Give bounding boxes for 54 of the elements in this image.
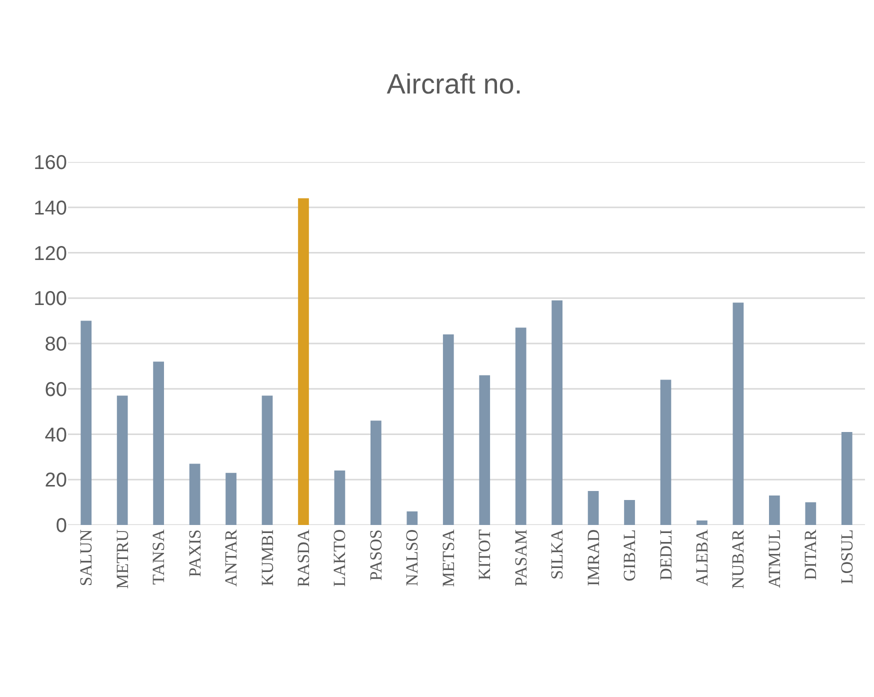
bar — [334, 470, 346, 525]
x-tick-label: KUMBI — [258, 529, 277, 586]
x-tick-label: ANTAR — [222, 528, 241, 587]
x-tick-label: NUBAR — [728, 528, 748, 589]
y-tick-label: 160 — [34, 152, 67, 174]
bar — [769, 496, 780, 525]
bar — [298, 198, 309, 525]
x-tick-label: ATMUL — [764, 529, 784, 588]
x-tick-label: SALUN — [76, 529, 96, 586]
y-tick-label: 120 — [34, 242, 67, 265]
bar — [479, 375, 490, 525]
x-tick-label: METSA — [438, 528, 458, 588]
y-tick-label: 40 — [44, 424, 67, 446]
x-tick-label: SILKA — [548, 528, 567, 580]
bar — [515, 328, 526, 525]
x-tick-label: GIBAL — [620, 529, 640, 582]
bar — [588, 490, 599, 525]
bar — [732, 302, 744, 525]
bar — [189, 464, 200, 525]
bar — [226, 472, 236, 525]
x-tick-label: LAKTO — [330, 529, 350, 587]
bar — [442, 334, 454, 525]
bar — [262, 396, 273, 525]
x-tick-label: DEDLI — [656, 529, 676, 580]
x-tick-label: IMRAD — [584, 529, 603, 586]
bar — [624, 500, 635, 525]
y-tick-label: 140 — [34, 197, 67, 220]
x-tick-label: RASDA — [294, 528, 314, 588]
bar — [80, 320, 92, 525]
bar — [841, 432, 852, 525]
x-tick-label: NALSO — [402, 529, 422, 586]
bar — [406, 511, 418, 525]
y-tick-label: 0 — [56, 515, 67, 537]
bar — [696, 520, 708, 525]
y-tick-label: 80 — [44, 334, 67, 356]
bar — [805, 502, 816, 525]
y-tick-label: 20 — [44, 470, 67, 492]
y-tick-label: 100 — [34, 288, 67, 310]
x-tick-label: KITOT — [475, 528, 494, 580]
bar — [660, 380, 672, 525]
bar — [370, 420, 382, 525]
x-tick-label: METRU — [112, 529, 132, 589]
x-tick-label: TANSA — [149, 528, 168, 585]
x-tick-label: DITAR — [801, 528, 820, 580]
y-tick-label: 60 — [44, 378, 67, 401]
bar — [552, 300, 562, 525]
bar — [153, 362, 164, 525]
x-tick-label: ALEBA — [692, 528, 712, 586]
x-tick-label: PASOS — [366, 529, 386, 581]
x-tick-label: PASAM — [511, 529, 530, 586]
x-tick-label: PAXIS — [185, 529, 204, 577]
x-tick-label: LOSUL — [837, 529, 856, 584]
chart-title: Aircraft no. — [386, 68, 522, 100]
bar — [116, 396, 128, 525]
